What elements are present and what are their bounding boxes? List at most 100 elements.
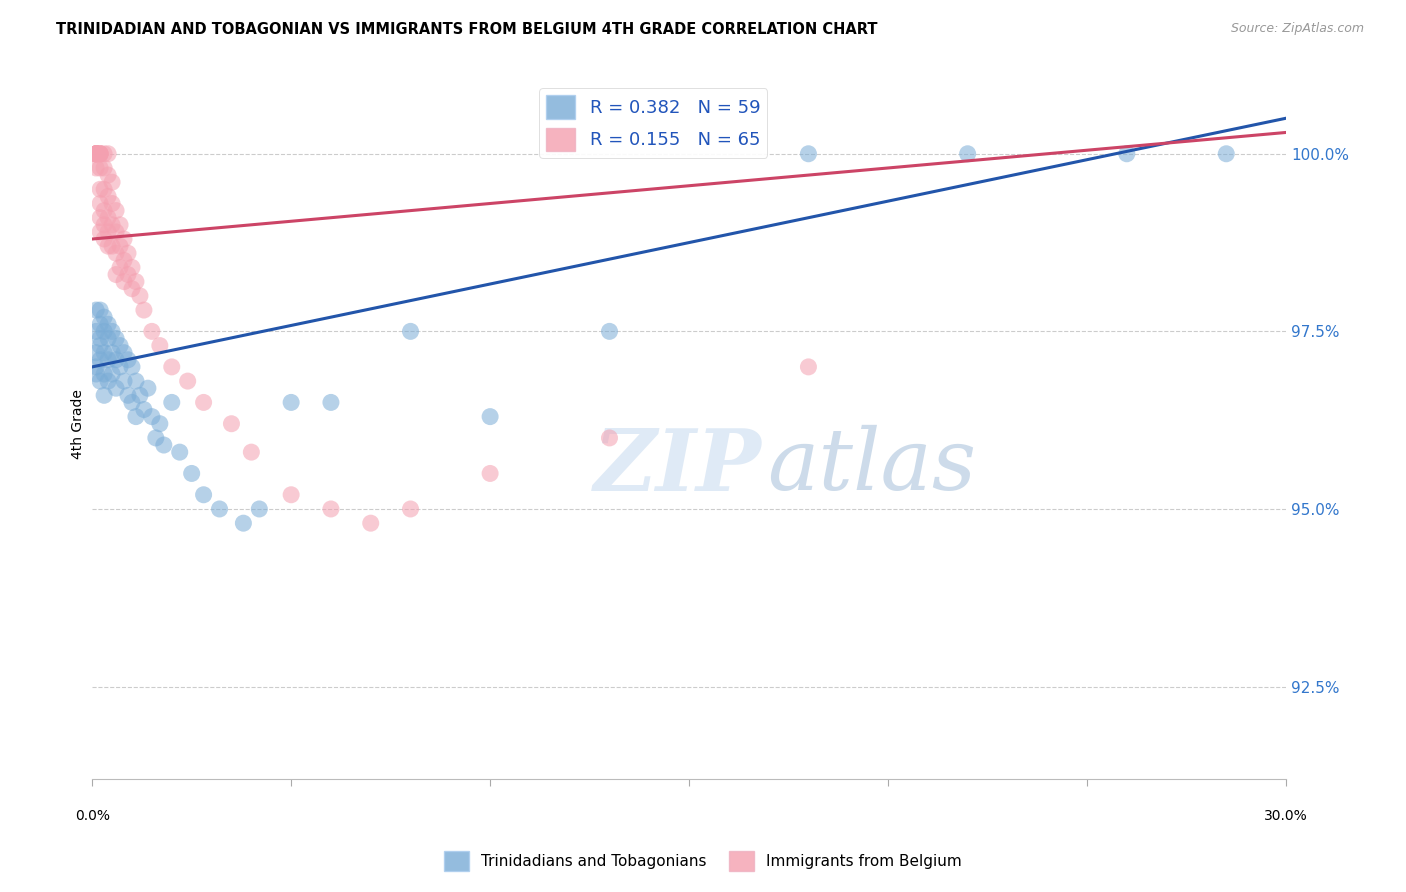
Point	[160, 395, 183, 409]
Point	[89, 374, 111, 388]
Point	[125, 409, 148, 424]
Point	[149, 417, 172, 431]
Point	[132, 402, 155, 417]
Point	[84, 324, 107, 338]
Point	[221, 417, 243, 431]
Point	[84, 146, 107, 161]
Point	[93, 161, 115, 175]
Point	[112, 253, 135, 268]
Point	[105, 246, 128, 260]
Point	[97, 168, 120, 182]
Point	[89, 182, 111, 196]
Point	[132, 303, 155, 318]
Point	[125, 374, 148, 388]
Point	[84, 146, 107, 161]
Point	[125, 275, 148, 289]
Point	[93, 182, 115, 196]
Point	[1215, 146, 1237, 161]
Point	[101, 218, 124, 232]
Point	[93, 310, 115, 325]
Point	[97, 189, 120, 203]
Point	[84, 146, 107, 161]
Point	[105, 225, 128, 239]
Point	[93, 232, 115, 246]
Point	[89, 225, 111, 239]
Point	[598, 324, 620, 338]
Text: 30.0%: 30.0%	[1264, 809, 1308, 823]
Point	[97, 211, 120, 225]
Point	[89, 318, 111, 332]
Text: TRINIDADIAN AND TOBAGONIAN VS IMMIGRANTS FROM BELGIUM 4TH GRADE CORRELATION CHAR: TRINIDADIAN AND TOBAGONIAN VS IMMIGRANTS…	[56, 22, 877, 37]
Point	[145, 431, 167, 445]
Point	[121, 282, 143, 296]
Point	[108, 338, 131, 352]
Point	[280, 488, 302, 502]
Point	[141, 324, 163, 338]
Point	[84, 161, 107, 175]
Point	[93, 203, 115, 218]
Point	[93, 218, 115, 232]
Point	[93, 146, 115, 161]
Point	[89, 146, 111, 161]
Point	[89, 211, 111, 225]
Point	[108, 359, 131, 374]
Point	[399, 324, 422, 338]
Point	[89, 146, 111, 161]
Point	[129, 289, 152, 303]
Point	[89, 146, 111, 161]
Point	[97, 352, 120, 367]
Point	[117, 352, 139, 367]
Point	[112, 232, 135, 246]
Point	[117, 246, 139, 260]
Point	[89, 338, 111, 352]
Point	[93, 324, 115, 338]
Point	[105, 381, 128, 395]
Point	[153, 438, 176, 452]
Point	[93, 367, 115, 381]
Point	[149, 338, 172, 352]
Point	[97, 318, 120, 332]
Point	[180, 467, 202, 481]
Point	[89, 303, 111, 318]
Text: Source: ZipAtlas.com: Source: ZipAtlas.com	[1230, 22, 1364, 36]
Point	[121, 395, 143, 409]
Point	[89, 146, 111, 161]
Point	[93, 345, 115, 359]
Point	[84, 146, 107, 161]
Point	[93, 388, 115, 402]
Point	[232, 516, 254, 531]
Point	[479, 467, 502, 481]
Point	[97, 146, 120, 161]
Point	[89, 161, 111, 175]
Point	[240, 445, 263, 459]
Point	[176, 374, 198, 388]
Point	[136, 381, 159, 395]
Point	[97, 225, 120, 239]
Point	[105, 268, 128, 282]
Point	[84, 146, 107, 161]
Point	[193, 395, 215, 409]
Point	[108, 239, 131, 253]
Point	[97, 331, 120, 345]
Point	[208, 502, 231, 516]
Point	[89, 331, 111, 345]
Point	[108, 218, 131, 232]
Text: atlas: atlas	[766, 425, 976, 508]
Point	[399, 502, 422, 516]
Point	[101, 239, 124, 253]
Point	[101, 175, 124, 189]
Point	[797, 359, 820, 374]
Point	[112, 345, 135, 359]
Point	[89, 196, 111, 211]
Point	[121, 260, 143, 275]
Point	[956, 146, 979, 161]
Point	[112, 275, 135, 289]
Point	[193, 488, 215, 502]
Y-axis label: 4th Grade: 4th Grade	[72, 389, 86, 458]
Point	[247, 502, 270, 516]
Legend: R = 0.382   N = 59, R = 0.155   N = 65: R = 0.382 N = 59, R = 0.155 N = 65	[538, 88, 768, 158]
Legend: Trinidadians and Tobagonians, Immigrants from Belgium: Trinidadians and Tobagonians, Immigrants…	[439, 846, 967, 877]
Point	[797, 146, 820, 161]
Point	[1115, 146, 1137, 161]
Text: ZIP: ZIP	[593, 425, 762, 508]
